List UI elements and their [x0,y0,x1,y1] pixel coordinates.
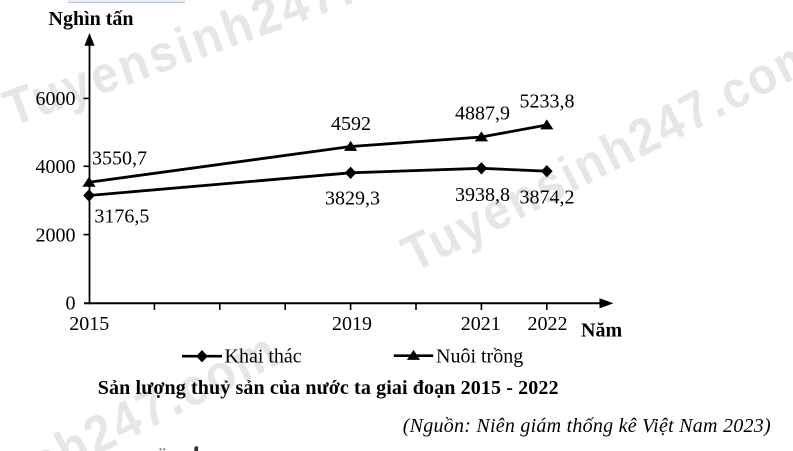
svg-text:5233,8: 5233,8 [520,91,575,113]
svg-text:Nuôi trồng: Nuôi trồng [436,346,523,368]
svg-text:6000: 6000 [36,88,76,110]
svg-text:(Nguồn: Niên giám thống kê Việ: (Nguồn: Niên giám thống kê Việt Nam 2023… [403,415,771,437]
svg-text:0: 0 [66,293,76,315]
svg-text:4887,9: 4887,9 [455,103,510,125]
svg-text:3938,8: 3938,8 [455,184,510,206]
svg-text:3550,7: 3550,7 [92,148,147,170]
svg-text:2019: 2019 [332,313,372,335]
svg-text:2015: 2015 [69,313,109,335]
svg-text:3176,5: 3176,5 [94,206,149,228]
svg-text:Nghìn tấn: Nghìn tấn [49,8,134,30]
svg-text:Khai thác: Khai thác [225,346,302,368]
svg-text:2022: 2022 [528,313,568,335]
svg-text:Năm: Năm [581,320,622,342]
svg-text:3829,3: 3829,3 [325,187,380,209]
svg-text:4000: 4000 [36,156,76,178]
svg-text:Sản lượng thuỷ sản của nước ta: Sản lượng thuỷ sản của nước ta giai đoạn… [98,377,559,399]
svg-text:3874,2: 3874,2 [520,187,575,209]
svg-text:4592: 4592 [331,113,371,135]
svg-text:2021: 2021 [461,313,501,335]
svg-text:2000: 2000 [36,225,76,247]
svg-text:Tuyensinh247.com: Tuyensinh247.com [393,23,793,283]
